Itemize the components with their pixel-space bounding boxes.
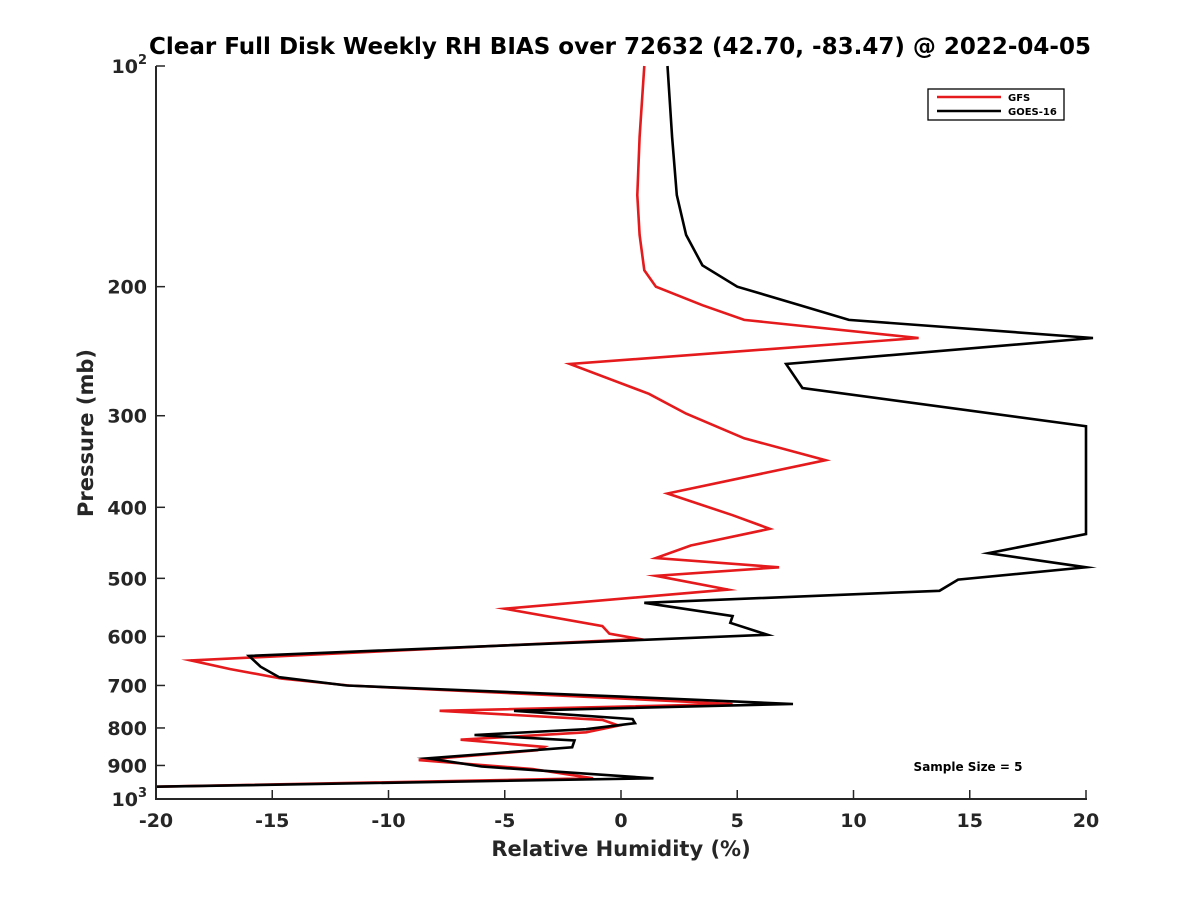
y-tick-label: 800	[107, 718, 147, 740]
series-layer	[155, 65, 1097, 788]
y-tick-group: 102 200 300 400 500 600 700 800 900 103	[107, 53, 165, 811]
y-tick-exponent: 2	[138, 53, 147, 68]
legend-label-gfs: GFS	[1008, 93, 1030, 104]
x-axis-label: Relative Humidity (%)	[491, 837, 750, 861]
x-tick-label: 20	[1073, 810, 1099, 832]
legend: GFS GOES-16	[927, 88, 1065, 121]
x-tick-label: -5	[494, 810, 515, 832]
sample-size-annotation: Sample Size = 5	[914, 760, 1023, 774]
series-line-gfs	[155, 65, 919, 788]
y-tick-label: 400	[107, 497, 147, 519]
y-tick-label: 900	[107, 755, 147, 777]
x-tick-label: 5	[731, 810, 744, 832]
x-tick-label: 0	[614, 810, 627, 832]
x-tick-label: -10	[371, 810, 405, 832]
chart-title: Clear Full Disk Weekly RH BIAS over 7263…	[149, 34, 1091, 60]
x-tick-label: -15	[255, 810, 289, 832]
y-tick-label: 300	[107, 406, 147, 428]
y-tick-label: 103	[112, 786, 148, 811]
y-tick-exponent: 3	[138, 786, 147, 801]
y-tick-label: 102	[112, 53, 148, 78]
y-tick-label: 500	[107, 568, 147, 590]
y-tick-label: 600	[107, 626, 147, 648]
legend-label-goes-16: GOES-16	[1008, 107, 1057, 118]
x-tick-group: -20 -15 -10 -5 0 5 10 15 20	[139, 790, 1099, 832]
x-tick-label: 10	[840, 810, 866, 832]
legend-box	[927, 88, 1065, 121]
y-axis-label: Pressure (mb)	[74, 349, 98, 517]
x-tick-label: -20	[139, 810, 173, 832]
x-tick-label: 15	[957, 810, 983, 832]
y-tick-label: 700	[107, 675, 147, 697]
series-line-goes-16	[155, 65, 1097, 788]
y-tick-label: 200	[107, 277, 147, 299]
